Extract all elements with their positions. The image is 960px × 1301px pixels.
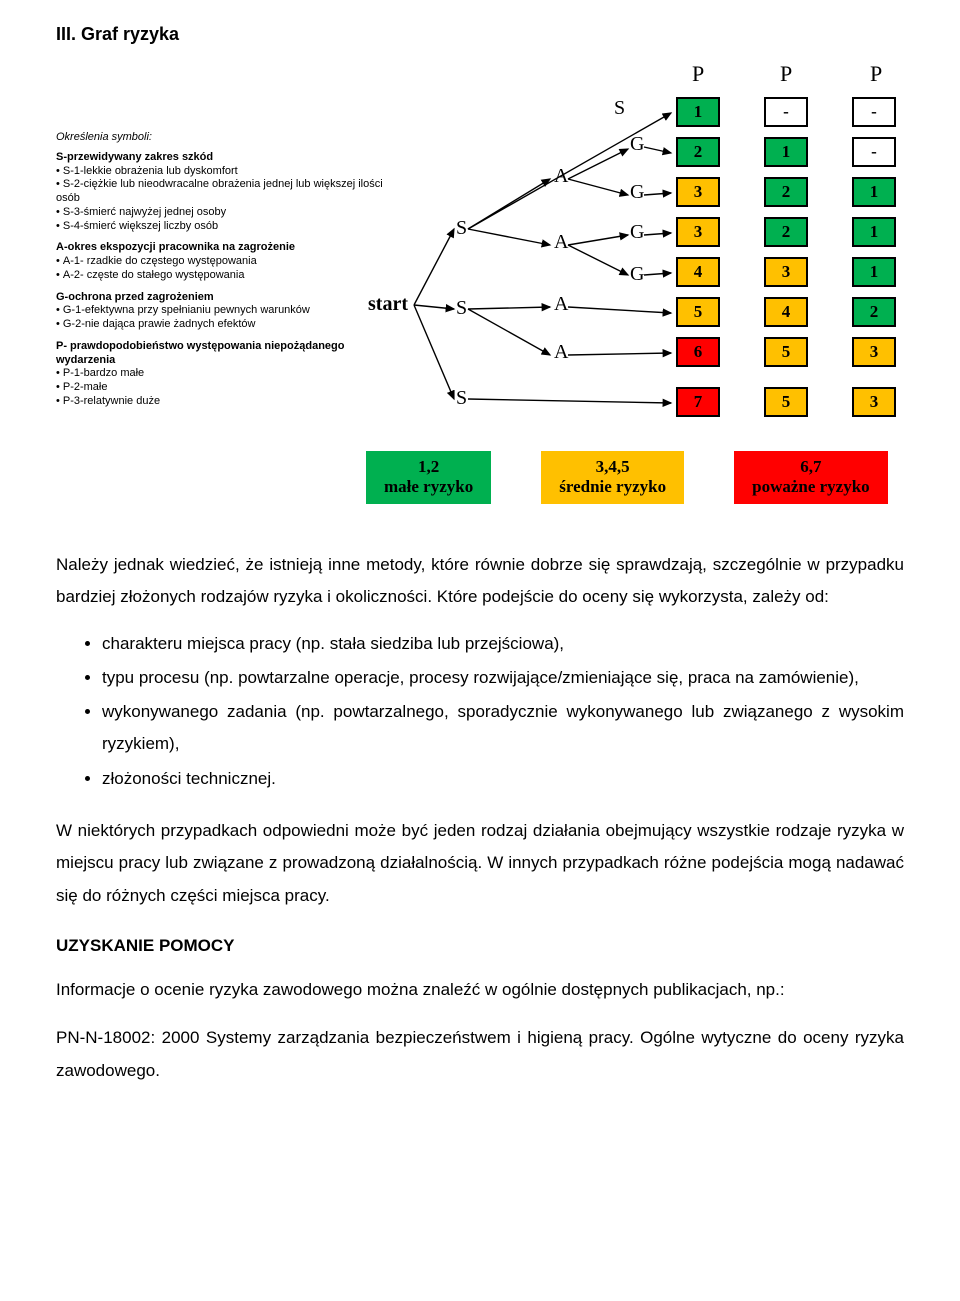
s-mid-1: S [456, 217, 467, 240]
legend-group-title: A-okres ekspozycji pracownika na zagroże… [56, 241, 386, 255]
legend-item: G-1-efektywna przy spełnianiu pewnych wa… [56, 304, 386, 318]
risk-cell: 2 [764, 217, 808, 247]
risk-level-box: 1,2małe ryzyko [366, 451, 491, 504]
legend-item: P-2-małe [56, 381, 386, 395]
risk-cell: 2 [852, 297, 896, 327]
legend-item: A-2- częste do stałego występowania [56, 269, 386, 283]
legend-item: S-2-ciężkie lub nieodwracalne obrażenia … [56, 178, 386, 206]
risk-cell: 2 [764, 177, 808, 207]
legend-item: S-3-śmierć najwyżej jednej osoby [56, 206, 386, 220]
risk-cell: 4 [676, 257, 720, 287]
legend-group: P- prawdopodobieństwo występowania niepo… [56, 340, 386, 409]
legend: Określenia symboli: S-przewidywany zakre… [56, 131, 386, 417]
risk-cell: 3 [676, 217, 720, 247]
bullet-item: charakteru miejsca pracy (np. stała sied… [102, 628, 904, 660]
start-label: start [368, 293, 408, 316]
bullet-item: typu procesu (np. powtarzalne operacje, … [102, 662, 904, 694]
legend-item: G-2-nie dająca prawie żadnych efektów [56, 318, 386, 332]
risk-cell: 3 [676, 177, 720, 207]
page-heading: III. Graf ryzyka [56, 24, 904, 45]
p-header-1: P [692, 61, 704, 87]
paragraph-2: W niektórych przypadkach odpowiedni może… [56, 815, 904, 912]
s-mid-3: S [456, 387, 467, 410]
risk-cell: 5 [676, 297, 720, 327]
bullet-list: charakteru miejsca pracy (np. stała sied… [102, 628, 904, 795]
legend-group-title: G-ochrona przed zagrożeniem [56, 291, 386, 305]
p-header-2: P [780, 61, 792, 87]
legend-group: A-okres ekspozycji pracownika na zagroże… [56, 241, 386, 282]
risk-cell: 1 [852, 257, 896, 287]
risk-cell: 6 [676, 337, 720, 367]
legend-item: P-3-relatywnie duże [56, 395, 386, 409]
risk-cell: 3 [764, 257, 808, 287]
risk-cell: 5 [764, 387, 808, 417]
a-label-4: A [554, 341, 568, 364]
legend-intro: Określenia symboli: [56, 131, 386, 145]
g-label-3: G [630, 221, 644, 244]
paragraph-1: Należy jednak wiedzieć, że istnieją inne… [56, 549, 904, 614]
legend-item: S-4-śmierć większej liczby osób [56, 220, 386, 234]
g-label-1: G [630, 133, 644, 156]
legend-group-title: P- prawdopodobieństwo występowania niepo… [56, 340, 386, 368]
g-label-2: G [630, 181, 644, 204]
risk-level-box: 6,7poważne ryzyko [734, 451, 888, 504]
risk-cell: 3 [852, 337, 896, 367]
legend-item: S-1-lekkie obrażenia lub dyskomfort [56, 165, 386, 179]
risk-graph-diagram: P P P S Określenia symboli: S-przewidywa… [56, 61, 906, 521]
bullet-item: złożoności technicznej. [102, 763, 904, 795]
p-header-3: P [870, 61, 882, 87]
legend-group: G-ochrona przed zagrożeniemG-1-efektywna… [56, 291, 386, 332]
risk-cell: 7 [676, 387, 720, 417]
paragraph-4: PN-N-18002: 2000 Systemy zarządzania bez… [56, 1022, 904, 1087]
risk-cell: 1 [764, 137, 808, 167]
risk-cell: 3 [852, 387, 896, 417]
s-top-label: S [614, 97, 625, 120]
legend-group: S-przewidywany zakres szkódS-1-lekkie ob… [56, 151, 386, 234]
risk-cell: 1 [852, 217, 896, 247]
risk-cell: - [852, 97, 896, 127]
paragraph-3: Informacje o ocenie ryzyka zawodowego mo… [56, 974, 904, 1006]
risk-level-box: 3,4,5średnie ryzyko [541, 451, 684, 504]
risk-cell: 5 [764, 337, 808, 367]
g-label-4: G [630, 263, 644, 286]
risk-cell: - [764, 97, 808, 127]
legend-group-title: S-przewidywany zakres szkód [56, 151, 386, 165]
a-label-1: A [554, 165, 568, 188]
bullet-item: wykonywanego zadania (np. powtarzalnego,… [102, 696, 904, 761]
a-label-2: A [554, 231, 568, 254]
risk-cell: 1 [852, 177, 896, 207]
legend-item: A-1- rzadkie do częstego występowania [56, 255, 386, 269]
risk-cell: 2 [676, 137, 720, 167]
s-mid-2: S [456, 297, 467, 320]
risk-cell: 1 [676, 97, 720, 127]
risk-cell: - [852, 137, 896, 167]
risk-cell: 4 [764, 297, 808, 327]
a-label-3: A [554, 293, 568, 316]
section-subhead: UZYSKANIE POMOCY [56, 936, 904, 956]
legend-item: P-1-bardzo małe [56, 367, 386, 381]
risk-box-row: 1,2małe ryzyko 3,4,5średnie ryzyko 6,7powa… [366, 451, 888, 504]
